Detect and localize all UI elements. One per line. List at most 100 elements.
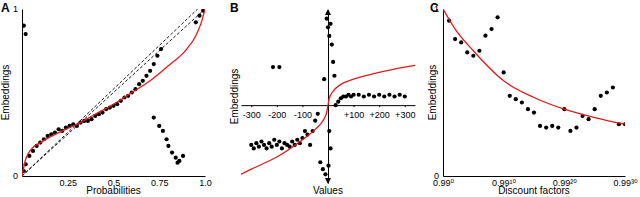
tick-mark	[379, 105, 380, 107]
point	[152, 62, 156, 66]
point	[336, 100, 340, 104]
point	[22, 24, 26, 28]
point	[322, 77, 326, 81]
point	[526, 107, 530, 111]
point	[181, 154, 185, 158]
plot-area	[443, 9, 625, 133]
point	[593, 107, 597, 111]
tick-label: 0	[434, 171, 439, 181]
point	[174, 156, 178, 160]
point	[280, 146, 284, 150]
point	[257, 145, 261, 149]
point	[326, 25, 330, 29]
point	[277, 65, 281, 69]
point	[477, 49, 481, 53]
point	[502, 70, 506, 74]
plot-area	[241, 17, 415, 177]
point	[323, 172, 327, 176]
point	[568, 129, 572, 133]
point	[453, 37, 457, 41]
tick-label: 1	[13, 4, 18, 14]
point	[252, 146, 256, 150]
point	[197, 14, 201, 18]
tick-mark	[405, 105, 406, 107]
tick-mark	[251, 105, 252, 107]
point	[382, 94, 386, 98]
point	[496, 15, 500, 19]
point	[489, 27, 493, 31]
point	[357, 93, 361, 97]
point	[254, 141, 258, 145]
point	[275, 143, 279, 147]
tick: -100	[294, 105, 312, 119]
panel-letter: C	[430, 1, 439, 15]
tick-mark	[354, 105, 355, 107]
point	[272, 138, 276, 142]
point	[313, 119, 317, 123]
point	[295, 138, 299, 142]
point	[157, 124, 161, 128]
tick: 0	[434, 171, 443, 181]
point	[303, 129, 307, 133]
tick: +100	[344, 105, 364, 119]
point	[508, 94, 512, 98]
point	[328, 22, 332, 26]
point	[316, 112, 320, 116]
point	[137, 82, 141, 86]
axis-line	[444, 176, 626, 177]
tick-mark	[302, 105, 303, 107]
point	[249, 143, 253, 147]
tick: -300	[243, 105, 261, 119]
point	[372, 94, 376, 98]
panel: -300-200-100+100+200+300BValuesEmbedding…	[229, 1, 416, 196]
point	[332, 74, 336, 78]
point	[175, 161, 179, 165]
point	[465, 50, 469, 54]
tick-mark	[277, 105, 278, 107]
tick: 1	[13, 4, 22, 14]
tick-label: +200	[370, 110, 390, 120]
point	[155, 54, 159, 58]
point	[325, 17, 329, 21]
point	[170, 151, 174, 155]
point	[57, 127, 61, 131]
point	[318, 160, 322, 164]
point	[144, 74, 148, 78]
x-axis-title: Values	[313, 185, 343, 196]
panel-letter: B	[230, 1, 239, 15]
tick: 0.25	[59, 176, 77, 188]
tick: -200	[268, 105, 286, 119]
point	[326, 164, 330, 168]
point	[599, 94, 603, 98]
tick-label: +100	[344, 110, 364, 120]
axis-arrow	[325, 178, 331, 184]
point	[611, 85, 615, 89]
tick-label: +300	[395, 110, 415, 120]
point	[459, 40, 463, 44]
y-axis-title: Embeddings	[427, 65, 438, 121]
point	[24, 32, 28, 36]
point	[398, 93, 402, 97]
point	[321, 167, 325, 171]
x-axis-title: Discount factors	[498, 185, 570, 196]
tick-label: -200	[268, 110, 286, 120]
y-axis: 01	[13, 4, 23, 181]
point	[328, 146, 332, 150]
plot-area	[22, 9, 205, 176]
point	[327, 129, 331, 133]
point	[392, 94, 396, 98]
tick: 0	[13, 171, 22, 181]
tick: 0.75	[151, 176, 169, 188]
tick: +300	[395, 105, 415, 119]
tick-label: 1.0	[199, 178, 212, 188]
point	[574, 125, 578, 129]
point	[164, 137, 168, 141]
y-axis-title: Embeddings	[0, 65, 11, 121]
point	[514, 97, 518, 101]
point	[331, 60, 335, 64]
point	[334, 103, 338, 107]
point	[362, 94, 366, 98]
tick: 0.99³⁰	[613, 176, 638, 188]
point	[367, 93, 371, 97]
tick-label: 0.75	[151, 178, 169, 188]
